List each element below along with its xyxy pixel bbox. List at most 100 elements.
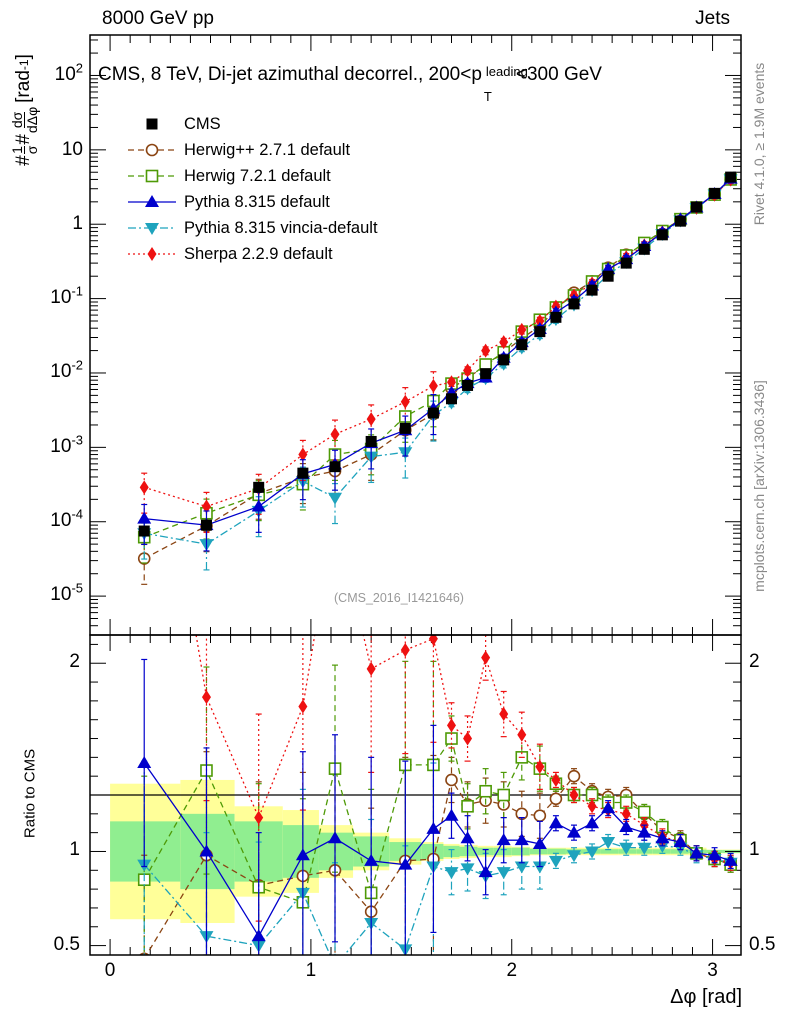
point-cms	[638, 243, 650, 255]
ylabel-unit-exp: -1	[17, 59, 31, 71]
ratio-point-herwig-2-7-1-default	[445, 773, 458, 787]
point-cms	[690, 201, 702, 213]
band-inner	[282, 825, 319, 878]
point-cms	[399, 422, 411, 434]
ratio-point-pythia-8-315-default	[689, 846, 704, 859]
ratio-point-pythia-8-315-default	[637, 825, 652, 838]
point-sherpa-2-2-9-default	[400, 394, 410, 409]
ratio-point-sherpa-2-2-9-default	[298, 699, 308, 714]
legend-marker-shape	[145, 143, 159, 157]
legend-marker-shape	[147, 247, 157, 261]
band-inner	[547, 848, 566, 855]
point-sherpa-2-2-9-default	[517, 322, 527, 337]
ratio-y-tick-label: 2	[69, 651, 80, 673]
ratio-point-sherpa-2-2-9-default	[587, 799, 597, 814]
ratio-y-tick-label-right: 1	[749, 839, 760, 861]
point-cms	[498, 354, 510, 366]
ratio-point-pythia-8-315-default	[566, 825, 581, 838]
point-cms	[674, 215, 686, 227]
main-y-tick-label: 10	[61, 138, 83, 160]
ratio-point-sherpa-2-2-9-default	[446, 718, 456, 733]
ratio-point-pythia-8-315-default	[328, 831, 343, 844]
legend-item-pythia: Pythia 8.315 default	[120, 189, 330, 215]
ratio-point-pythia-8-315-default	[137, 756, 152, 768]
ratio-point-pythia-8-315-default	[707, 848, 722, 861]
main-y-tick-label: 1	[72, 213, 83, 235]
legend-item-pythia-vincia: Pythia 8.315 vincia-default	[120, 215, 378, 241]
ratio-point-herwig-7-2-1-default	[497, 788, 511, 802]
ratio-point-pythia-8-315-default	[199, 844, 214, 857]
analysis-id-label: (CMS_2016_I1421646)	[334, 591, 464, 605]
ratio-y-axis-label: Ratio to CMS	[21, 748, 39, 839]
ratio-plot-frame	[89, 634, 742, 956]
x-tick-label: 2	[506, 960, 518, 981]
main-y-tick-label: 10-4	[50, 506, 83, 532]
x-tick-label: 3	[707, 960, 718, 981]
point-sherpa-2-2-9-default	[535, 313, 545, 328]
ratio-series-group	[137, 635, 738, 955]
legend-marker-pythia-vincia	[128, 223, 176, 235]
ratio-point-herwig-2-7-1-default	[533, 809, 547, 823]
legend-label-herwig7: Herwig 7.2.1 default	[184, 166, 331, 185]
point-sherpa-2-2-9-default	[139, 480, 149, 495]
ratio-point-sherpa-2-2-9-default	[400, 643, 410, 658]
ratio-point-pythia-8-315-default	[295, 848, 310, 861]
point-cms	[365, 435, 377, 447]
band-inner	[600, 849, 619, 854]
ratio-point-pythia-8-315-default	[723, 853, 738, 866]
legend-item-cms: CMS	[120, 111, 221, 137]
point-cms	[200, 519, 212, 531]
band-inner	[110, 821, 181, 882]
legend-marker-shape	[145, 195, 159, 207]
point-cms	[586, 284, 598, 296]
band-inner	[511, 847, 530, 856]
ratio-point-pythia-8-315-default	[364, 853, 379, 866]
point-cms	[602, 270, 614, 282]
point-cms	[297, 467, 309, 479]
title-end: <300 GeV	[515, 64, 602, 85]
ratio-point-pythia-8-315-vincia-default	[444, 867, 459, 880]
ratio-y-tick-label-right: 0.5	[749, 933, 776, 955]
ratio-point-pythia-8-315-vincia-default	[585, 846, 600, 859]
ratio-point-pythia-8-315-vincia-default	[460, 863, 475, 876]
legend-marker-herwigpp	[128, 143, 176, 157]
ratio-point-pythia-8-315-vincia-default	[566, 850, 581, 863]
point-cms	[516, 339, 528, 351]
point-cms	[534, 326, 546, 338]
main-y-tick-label: 102	[54, 60, 83, 85]
point-sherpa-2-2-9-default	[481, 343, 491, 358]
ylabel-unit: [rad	[13, 70, 34, 103]
ratio-point-pythia-8-315-default	[398, 857, 413, 870]
ratio-point-pythia-8-315-default	[585, 816, 600, 829]
ratio-point-pythia-8-315-default	[460, 831, 475, 844]
legend-marker-shape	[145, 169, 159, 183]
ratio-point-pythia-8-315-default	[532, 836, 547, 849]
ratio-point-sherpa-2-2-9-default	[481, 650, 491, 665]
ratio-point-pythia-8-315-default	[548, 816, 563, 829]
legend-marker-sherpa	[128, 247, 176, 261]
ylabel-one: 1	[8, 146, 25, 154]
legend-label-cms: CMS	[184, 114, 221, 133]
ratio-point-sherpa-2-2-9-default	[535, 759, 545, 774]
ylabel-dsigma: dσ	[8, 111, 25, 129]
ratio-y-tick-label-right: 2	[749, 651, 760, 673]
point-cms	[329, 461, 341, 473]
point-cms	[656, 229, 668, 241]
point-sherpa-2-2-9-default	[201, 499, 211, 514]
ratio-point-sherpa-2-2-9-default	[551, 772, 561, 787]
ratio-point-pythia-8-315-vincia-default	[548, 855, 563, 868]
point-cms	[445, 393, 457, 405]
point-sherpa-2-2-9-default	[366, 412, 376, 427]
ratio-point-pythia-8-315-default	[478, 865, 493, 878]
main-series-group	[137, 171, 738, 585]
point-sherpa-2-2-9-default	[330, 427, 340, 442]
ratio-point-sherpa-2-2-9-default	[569, 788, 579, 802]
point-cms	[709, 187, 721, 199]
ratio-point-herwig-2-7-1-default	[567, 769, 581, 783]
main-title: CMS, 8 TeV, Di-jet azimuthal decorrel., …	[98, 64, 602, 104]
ratio-axis-ticks	[90, 635, 741, 955]
ratio-point-pythia-8-315-vincia-default	[637, 842, 652, 855]
ratio-point-pythia-8-315-vincia-default	[496, 867, 511, 880]
point-pythia-8-315-default	[251, 499, 266, 512]
legend-label-sherpa: Sherpa 2.2.9 default	[184, 244, 333, 263]
